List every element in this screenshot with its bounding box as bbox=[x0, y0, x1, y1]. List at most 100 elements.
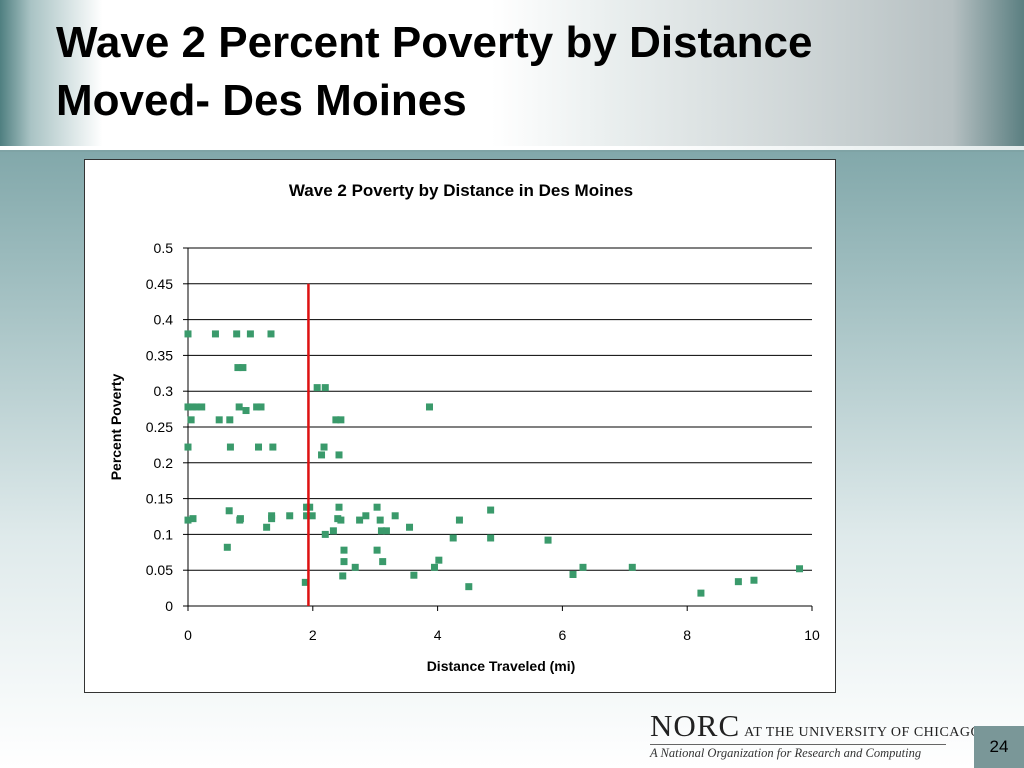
logo-tagline: A National Organization for Research and… bbox=[650, 746, 922, 760]
slide-title: Wave 2 Percent Poverty by Distance Moved… bbox=[56, 18, 813, 125]
data-point bbox=[332, 416, 340, 424]
data-point bbox=[379, 558, 387, 566]
data-point bbox=[465, 583, 473, 591]
data-point bbox=[255, 443, 263, 451]
data-point bbox=[286, 512, 294, 520]
data-point bbox=[233, 330, 241, 338]
data-point bbox=[257, 403, 265, 411]
data-point bbox=[382, 527, 390, 535]
data-point bbox=[184, 330, 192, 338]
data-point bbox=[320, 443, 328, 451]
y-tick-label: 0.3 bbox=[154, 383, 174, 399]
logo-rule bbox=[650, 744, 946, 745]
y-tick-label: 0.05 bbox=[146, 562, 173, 578]
y-tick-label: 0.2 bbox=[154, 455, 174, 471]
data-point bbox=[356, 516, 364, 524]
x-tick-label: 8 bbox=[683, 627, 691, 643]
data-point bbox=[234, 364, 242, 372]
data-point bbox=[455, 516, 463, 524]
data-point bbox=[268, 515, 276, 523]
x-tick-label: 4 bbox=[434, 627, 442, 643]
data-point bbox=[335, 451, 343, 459]
data-point bbox=[391, 512, 399, 520]
data-point bbox=[430, 563, 438, 571]
data-point bbox=[750, 576, 758, 584]
data-point bbox=[796, 565, 804, 573]
y-tick-label: 0 bbox=[165, 598, 173, 614]
data-point bbox=[425, 403, 433, 411]
data-point bbox=[308, 512, 316, 520]
data-point bbox=[339, 572, 347, 580]
data-point bbox=[226, 416, 234, 424]
data-point bbox=[303, 512, 311, 520]
chart-svg: Wave 2 Poverty by Distance in Des Moines… bbox=[108, 181, 820, 674]
data-point bbox=[373, 503, 381, 511]
y-tick-label: 0.1 bbox=[154, 526, 174, 542]
data-point bbox=[225, 507, 233, 515]
data-point bbox=[329, 527, 337, 535]
data-point bbox=[410, 571, 418, 579]
data-point bbox=[184, 443, 192, 451]
data-point bbox=[226, 443, 234, 451]
logo-university-text: AT THE UNIVERSITY OF CHICAGO bbox=[744, 725, 982, 740]
data-point bbox=[487, 534, 495, 542]
data-point bbox=[377, 527, 385, 535]
data-point bbox=[435, 556, 443, 564]
data-point bbox=[184, 403, 192, 411]
y-tick-label: 0.4 bbox=[154, 312, 174, 328]
x-tick-label: 6 bbox=[559, 627, 567, 643]
data-point bbox=[236, 516, 244, 524]
data-point bbox=[321, 384, 329, 392]
data-point bbox=[734, 578, 742, 586]
data-point bbox=[697, 589, 705, 597]
data-point bbox=[184, 516, 192, 524]
data-point bbox=[263, 523, 271, 531]
y-tick-label: 0.15 bbox=[146, 491, 173, 507]
header-band bbox=[0, 0, 1024, 146]
header-divider bbox=[0, 146, 1024, 150]
logo-wordmark: NORC AT THE UNIVERSITY OF CHICAGO bbox=[650, 708, 981, 744]
data-point bbox=[579, 563, 587, 571]
data-point bbox=[235, 403, 243, 411]
data-point bbox=[198, 403, 206, 411]
data-point bbox=[321, 530, 329, 538]
data-point bbox=[544, 536, 552, 544]
data-point bbox=[239, 364, 247, 372]
data-point bbox=[192, 403, 200, 411]
y-axis-label: Percent Poverty bbox=[108, 373, 124, 480]
data-point bbox=[376, 516, 384, 524]
data-point bbox=[188, 403, 196, 411]
data-point bbox=[211, 330, 219, 338]
norc-logo: NORC AT THE UNIVERSITY OF CHICAGO A Natio… bbox=[650, 708, 981, 760]
data-point bbox=[373, 546, 381, 554]
y-tick-label: 0.35 bbox=[146, 347, 173, 363]
x-axis-label: Distance Traveled (mi) bbox=[427, 658, 576, 674]
data-point bbox=[253, 403, 261, 411]
data-point bbox=[189, 515, 197, 523]
x-tick-label: 2 bbox=[309, 627, 317, 643]
y-tick-label: 0.25 bbox=[146, 419, 173, 435]
data-point bbox=[487, 506, 495, 514]
data-point bbox=[215, 416, 223, 424]
data-point bbox=[340, 558, 348, 566]
data-point bbox=[406, 523, 414, 531]
data-point bbox=[246, 330, 254, 338]
data-point bbox=[337, 416, 345, 424]
data-point bbox=[335, 503, 343, 511]
data-point bbox=[362, 512, 370, 520]
data-point bbox=[318, 451, 326, 459]
chart-frame: Wave 2 Poverty by Distance in Des Moines… bbox=[84, 159, 836, 693]
data-point bbox=[242, 407, 250, 415]
logo-norc-text: NORC bbox=[650, 708, 741, 743]
data-point bbox=[449, 534, 457, 542]
data-point bbox=[187, 416, 195, 424]
y-tick-label: 0.45 bbox=[146, 276, 173, 292]
data-point bbox=[267, 330, 275, 338]
data-point bbox=[337, 516, 345, 524]
data-point bbox=[269, 443, 277, 451]
data-point bbox=[313, 384, 321, 392]
data-point bbox=[340, 546, 348, 554]
chart-title: Wave 2 Poverty by Distance in Des Moines bbox=[289, 181, 633, 200]
y-tick-label: 0.5 bbox=[154, 240, 174, 256]
data-point bbox=[301, 578, 309, 586]
